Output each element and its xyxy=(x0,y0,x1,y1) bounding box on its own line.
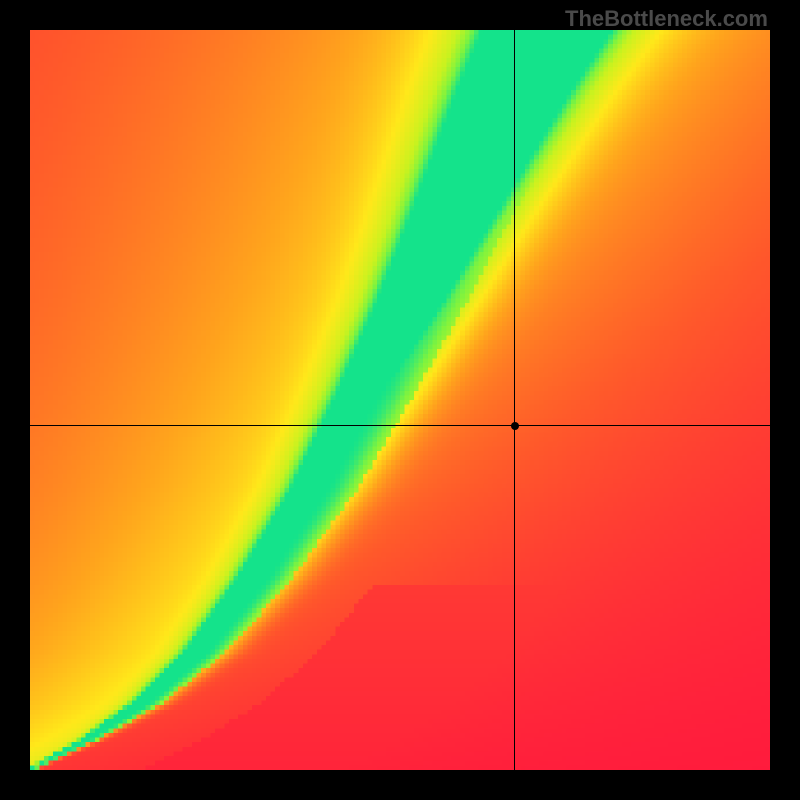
watermark-text: TheBottleneck.com xyxy=(565,6,768,32)
crosshair-vertical-line xyxy=(514,30,515,770)
crosshair-horizontal-line xyxy=(30,425,770,426)
bottleneck-heatmap xyxy=(30,30,770,770)
crosshair-dot xyxy=(511,422,519,430)
chart-container: TheBottleneck.com xyxy=(0,0,800,800)
